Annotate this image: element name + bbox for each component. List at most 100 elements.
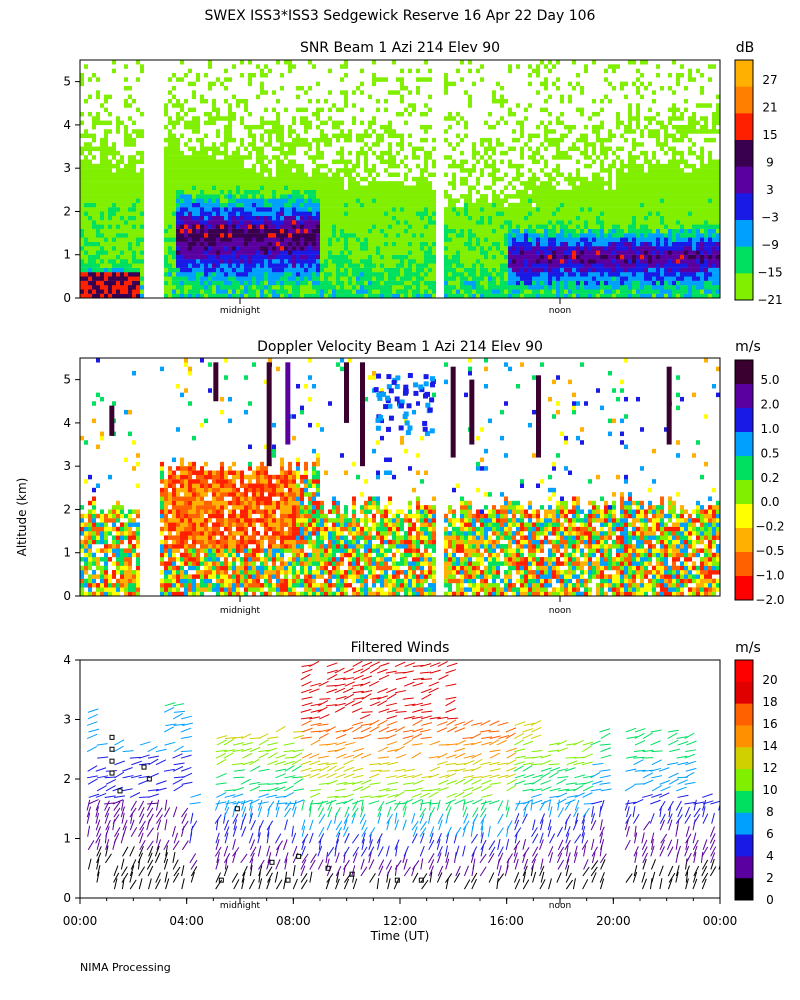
snr-cell (208, 220, 212, 225)
snr-cell (200, 272, 204, 277)
snr-cell (348, 233, 352, 238)
snr-cell (84, 198, 88, 203)
snr-cell (92, 189, 96, 195)
snr-cell (476, 267, 480, 273)
snr-cell (448, 228, 452, 234)
snr-cell (520, 246, 524, 251)
snr-cell (200, 155, 204, 160)
snr-cell (544, 85, 548, 91)
snr-cell (444, 246, 448, 251)
snr-cell (516, 194, 520, 199)
snr-cell (348, 198, 352, 203)
snr-cell (364, 189, 368, 195)
snr-cell (224, 246, 228, 251)
snr-cell (576, 137, 580, 143)
snr-cell (608, 172, 612, 178)
snr-cell (524, 202, 528, 208)
snr-cell (508, 241, 512, 247)
snr-cell (368, 228, 372, 234)
snr-cell (248, 194, 252, 199)
snr-cell (540, 224, 544, 229)
snr-cell (396, 285, 400, 290)
snr-cell (340, 211, 344, 216)
snr-cell (108, 285, 112, 290)
snr-cell (140, 64, 144, 69)
snr-cell (280, 129, 284, 134)
snr-cell (92, 289, 96, 294)
snr-cell (212, 224, 216, 229)
snr-cell (200, 185, 204, 190)
snr-cell (468, 172, 472, 178)
snr-cell (308, 228, 312, 234)
snr-cell (336, 237, 340, 242)
snr-cell (620, 185, 624, 190)
snr-cell (208, 198, 212, 203)
snr-cell (368, 250, 372, 255)
snr-cell (256, 202, 260, 208)
snr-cell (628, 60, 632, 65)
snr-cell (644, 124, 648, 130)
snr-cell (244, 185, 248, 190)
snr-cell (628, 267, 632, 273)
snr-cell (380, 276, 384, 281)
snr-cell (216, 207, 220, 212)
snr-cell (624, 163, 628, 169)
snr-cell (524, 198, 528, 203)
snr-cell (636, 116, 640, 121)
snr-cell (644, 280, 648, 286)
snr-cell (112, 233, 116, 238)
snr-cell (292, 215, 296, 221)
snr-cell (320, 220, 324, 225)
snr-cell (556, 116, 560, 121)
snr-cell (636, 224, 640, 229)
snr-cell (104, 224, 108, 229)
snr-cell (524, 224, 528, 229)
snr-cell (620, 233, 624, 238)
snr-cell (320, 185, 324, 190)
snr-cell (404, 207, 408, 212)
snr-cell (288, 289, 292, 294)
snr-cell (340, 181, 344, 186)
snr-cell (428, 202, 432, 208)
snr-cell (340, 189, 344, 195)
snr-cell (276, 185, 280, 190)
snr-cell (132, 129, 136, 134)
snr-cell (356, 189, 360, 195)
snr-cell (288, 129, 292, 134)
snr-cell (432, 198, 436, 203)
snr-cell (424, 189, 428, 195)
snr-cell (100, 202, 104, 208)
snr-cell (288, 163, 292, 169)
snr-cell (208, 116, 212, 121)
snr-cell (112, 224, 116, 229)
snr-cell (164, 259, 168, 264)
snr-cell (320, 120, 324, 126)
snr-cell (472, 250, 476, 255)
snr-cell (616, 220, 620, 225)
snr-cell (248, 263, 252, 268)
snr-cell (620, 280, 624, 286)
snr-cell (556, 60, 560, 65)
snr-cell (356, 285, 360, 290)
snr-cell (140, 250, 144, 255)
snr-cell (344, 137, 348, 143)
snr-cell (612, 198, 616, 203)
snr-cell (352, 211, 356, 216)
snr-cell (260, 246, 264, 251)
snr-cell (128, 189, 132, 195)
snr-cell (88, 146, 92, 152)
snr-cell (580, 207, 584, 212)
snr-cell (208, 111, 212, 117)
snr-cell (508, 159, 512, 165)
snr-cell (272, 146, 276, 152)
snr-cell (312, 159, 316, 165)
snr-cell (112, 181, 116, 186)
snr-cell (632, 289, 636, 294)
snr-cell (400, 146, 404, 152)
snr-cell (272, 237, 276, 242)
snr-cell (96, 120, 100, 126)
snr-cell (652, 280, 656, 286)
snr-cell (632, 176, 636, 182)
snr-cell (96, 285, 100, 290)
snr-cell (404, 224, 408, 229)
